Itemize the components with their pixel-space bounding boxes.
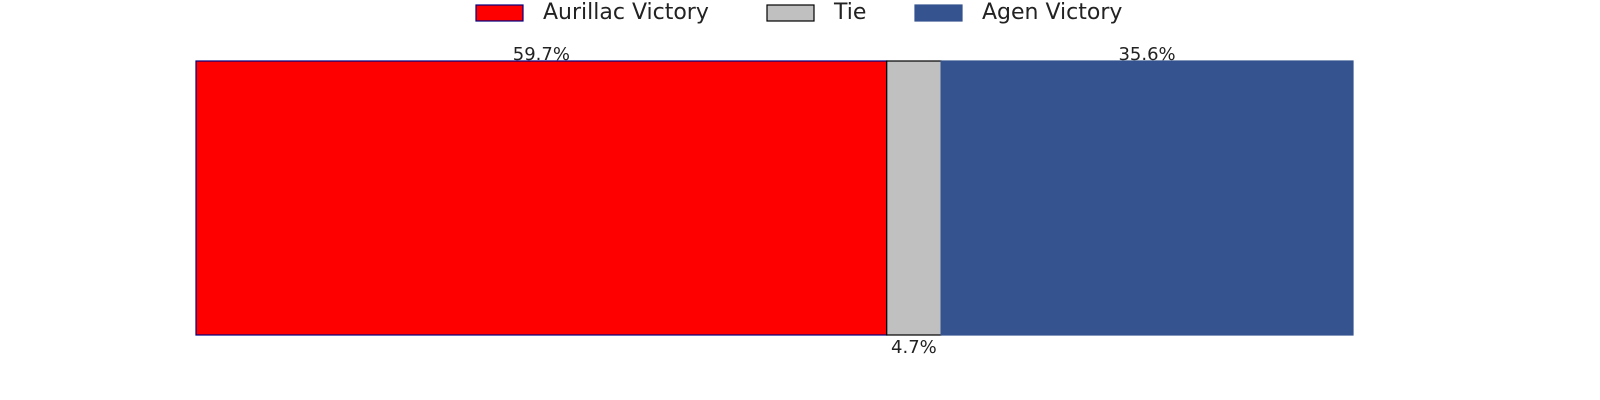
bar-segment (886, 60, 942, 336)
legend-swatch (914, 4, 963, 22)
value-label: 4.7% (891, 337, 937, 358)
bar-segment (940, 60, 1354, 336)
legend-label: Agen Victory (982, 0, 1122, 25)
legend-label: Aurillac Victory (543, 0, 709, 25)
bar-segment (195, 60, 888, 336)
legend-swatch (766, 4, 815, 22)
legend-label: Tie (833, 0, 866, 25)
value-label: 59.7% (513, 44, 570, 65)
value-label: 35.6% (1118, 44, 1175, 65)
legend-swatch (475, 4, 524, 22)
